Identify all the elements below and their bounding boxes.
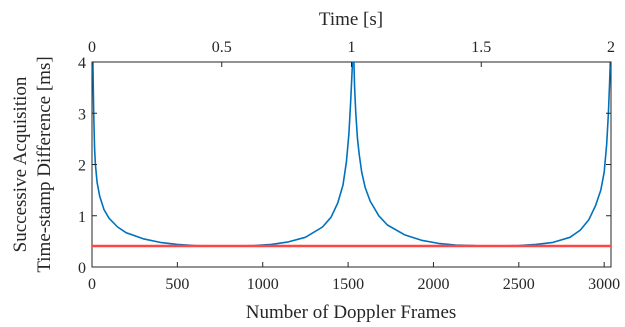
y-tick-label: 4 <box>78 55 86 72</box>
x2-tick-label: 1.5 <box>471 39 491 56</box>
x2-tick-label: 0 <box>88 39 96 56</box>
x-tick-label: 2000 <box>417 276 449 293</box>
x-tick-label: 3000 <box>588 276 620 293</box>
x2-axis-title: Time [s] <box>319 9 383 30</box>
x-tick-label: 500 <box>165 276 189 293</box>
x2-tick-label: 0.5 <box>212 39 232 56</box>
timestamp-difference-line-seg-0 <box>92 61 354 247</box>
timestamp-difference-line-seg-1 <box>353 61 612 247</box>
x-axis-title: Number of Doppler Frames <box>246 302 457 323</box>
x2-tick-label: 2 <box>607 39 615 56</box>
tick-layer: 0 500 1000 1500 2000 2500 3000 0 0.5 1 1.5 2 0 1 2 3 4 <box>78 39 620 293</box>
y-axis-title-line-1: Successive Acquisition <box>10 76 31 252</box>
y-tick-label: 3 <box>78 106 86 123</box>
series-layer <box>92 61 612 248</box>
x-tick-label: 0 <box>88 276 96 293</box>
x-tick-label: 1500 <box>332 276 364 293</box>
y-tick-label: 2 <box>78 158 86 175</box>
y-axis-title-line-2: Time-stamp Difference [ms] <box>34 56 55 272</box>
y-tick-label: 1 <box>78 209 86 226</box>
x2-tick-label: 1 <box>348 39 356 56</box>
y-tick-label: 0 <box>78 260 86 277</box>
x-tick-label: 2500 <box>503 276 535 293</box>
x-tick-label: 1000 <box>247 276 279 293</box>
